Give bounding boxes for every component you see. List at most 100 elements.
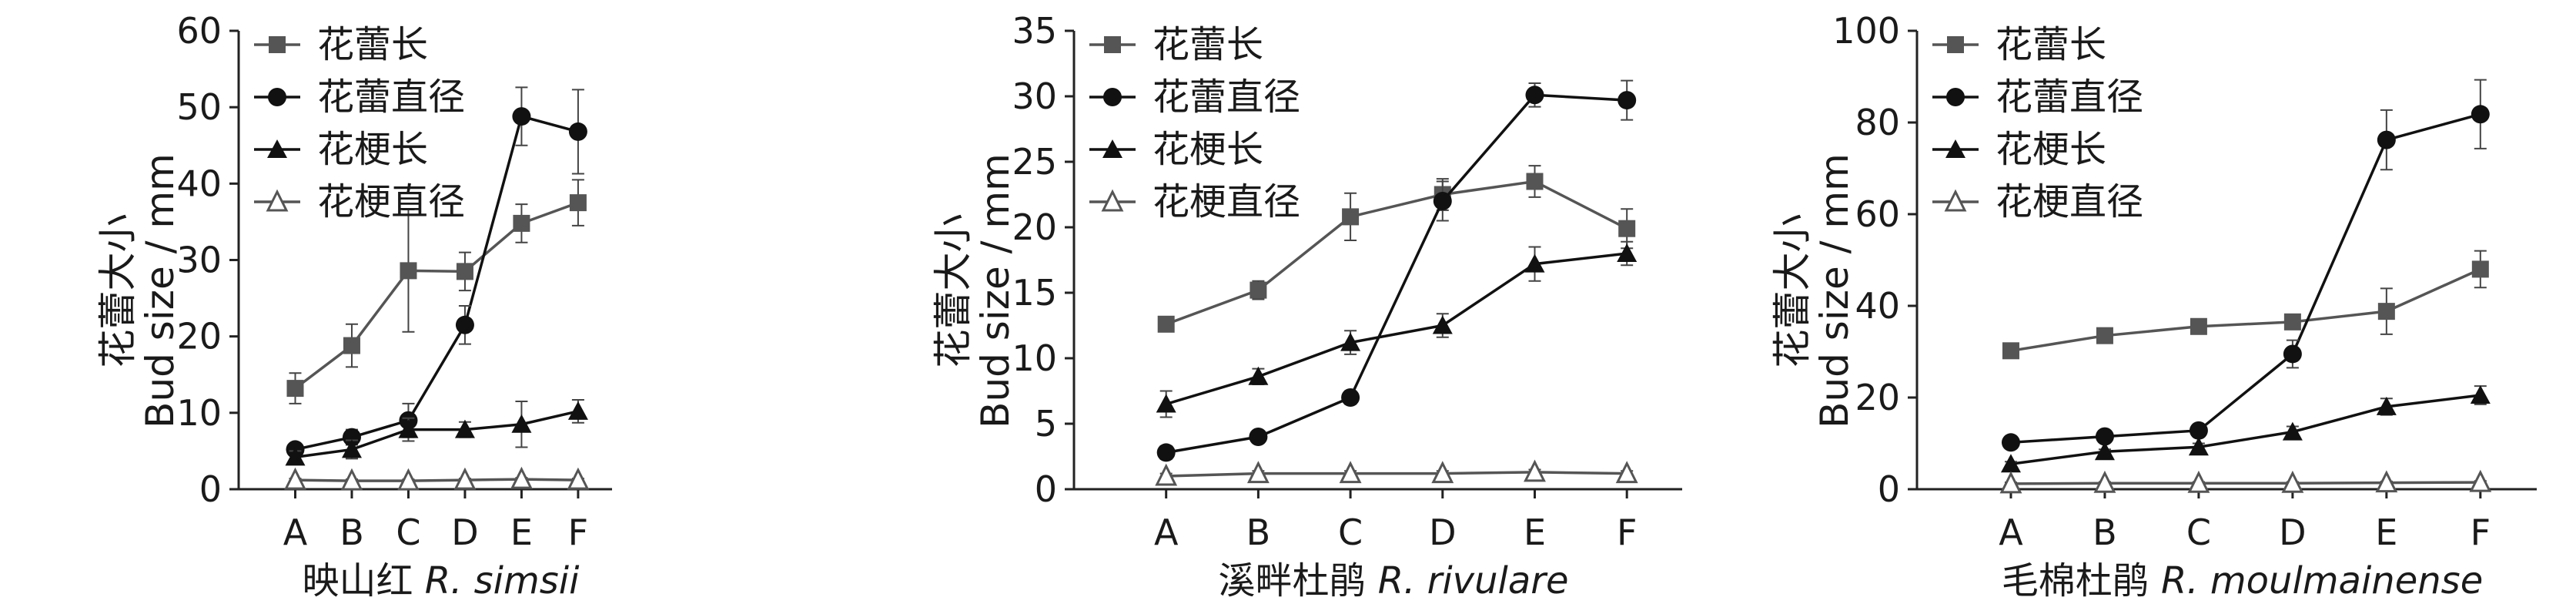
data-point xyxy=(454,419,475,438)
series-1 xyxy=(286,179,587,404)
series-4 xyxy=(284,466,590,491)
y-tick-label: 20 xyxy=(1855,377,1900,418)
y-tick-label: 5 xyxy=(1035,403,1057,445)
series-line xyxy=(295,114,579,451)
legend-marker xyxy=(266,189,289,212)
y-tick-label: 25 xyxy=(1012,141,1057,183)
y-tick-label: 40 xyxy=(176,163,222,204)
x-axis-label-latin: R. moulmainense xyxy=(2161,559,2483,601)
data-point xyxy=(511,414,532,433)
data-point xyxy=(2282,421,2303,441)
data-point xyxy=(1525,86,1544,105)
y-tick-label: 30 xyxy=(1012,76,1057,117)
legend-marker xyxy=(1102,139,1122,158)
x-tick-label: B xyxy=(2093,512,2117,553)
data-point xyxy=(1615,461,1638,484)
data-point xyxy=(567,467,590,490)
x-tick-label: F xyxy=(2471,512,2491,553)
data-point xyxy=(2093,470,2116,493)
legend-marker xyxy=(269,36,286,53)
x-axis-label: 毛棉杜鹃 R. moulmainense xyxy=(2002,559,2483,601)
data-point xyxy=(513,214,530,232)
data-point xyxy=(398,419,419,438)
legend-label: 花梗长 xyxy=(1996,128,2106,171)
x-axis-label-latin: R. simsii xyxy=(425,559,580,601)
data-point xyxy=(1431,461,1454,484)
y-tick-label: 35 xyxy=(1012,10,1057,52)
y-axis-label-en: Bud size / mm xyxy=(138,153,182,428)
y-axis-label-cn: 花蕾大小 xyxy=(95,214,140,368)
legend-marker xyxy=(1946,88,1965,106)
data-point xyxy=(1432,315,1453,334)
series-line xyxy=(294,201,579,390)
legend-label: 花蕾长 xyxy=(1996,23,2106,66)
x-tick-label: C xyxy=(2186,512,2211,553)
data-point xyxy=(1524,253,1545,273)
legend-label: 花蕾直径 xyxy=(1153,76,1300,119)
data-point xyxy=(2190,317,2207,335)
x-tick-label: B xyxy=(1246,512,1271,553)
legend-label: 花梗直径 xyxy=(1153,180,1300,223)
x-axis-label-latin: R. rivulare xyxy=(1378,559,1569,601)
legend-marker xyxy=(267,139,287,158)
data-point xyxy=(512,107,531,126)
data-point xyxy=(1341,388,1360,407)
data-point xyxy=(342,428,361,447)
x-tick-label: C xyxy=(396,512,420,553)
data-point xyxy=(2471,260,2489,278)
legend-marker xyxy=(1101,189,1124,212)
data-point xyxy=(510,466,533,489)
data-point xyxy=(1339,461,1362,484)
series-2 xyxy=(2001,79,2490,452)
legend-marker xyxy=(1104,36,1121,53)
x-tick-label: C xyxy=(1338,512,1363,553)
series-line xyxy=(2010,267,2481,353)
data-point xyxy=(1524,459,1546,482)
data-point xyxy=(1999,471,2022,494)
y-tick-label: 40 xyxy=(1855,285,1900,327)
legend-marker xyxy=(268,88,286,106)
data-point xyxy=(341,439,362,458)
series-2 xyxy=(1156,79,1637,462)
x-tick-label: A xyxy=(1154,512,1179,553)
legend-label: 花蕾长 xyxy=(1153,23,1263,66)
legend-label: 花蕾长 xyxy=(317,23,428,66)
legend-label: 花蕾直径 xyxy=(1996,76,2143,119)
legend-marker xyxy=(1944,189,1967,212)
data-point xyxy=(455,315,474,334)
data-point xyxy=(2281,470,2304,493)
x-tick-label: E xyxy=(1524,512,1546,553)
series-line xyxy=(2010,481,2481,485)
series-line xyxy=(1166,180,1628,326)
data-point xyxy=(285,447,306,466)
data-point xyxy=(1248,366,1269,385)
data-point xyxy=(569,194,587,212)
series-3 xyxy=(2000,385,2491,473)
series-4 xyxy=(1999,469,2492,494)
y-tick-label: 100 xyxy=(1832,10,1900,52)
data-point xyxy=(1156,394,1176,413)
data-point xyxy=(2375,470,2398,493)
legend-label: 花梗长 xyxy=(1153,128,1263,171)
data-point xyxy=(2002,342,2019,360)
series-line xyxy=(1166,471,1628,478)
x-tick-label: D xyxy=(2279,512,2306,553)
data-point xyxy=(2283,313,2301,331)
data-point xyxy=(2471,105,2490,124)
data-point xyxy=(2187,470,2210,493)
legend-label: 花梗直径 xyxy=(317,180,465,223)
data-point xyxy=(2094,441,2115,461)
series-line xyxy=(295,410,579,459)
data-point xyxy=(1249,428,1268,446)
y-tick-label: 0 xyxy=(199,468,222,510)
data-point xyxy=(400,262,417,280)
y-tick-label: 30 xyxy=(176,240,222,281)
x-tick-label: D xyxy=(451,512,478,553)
